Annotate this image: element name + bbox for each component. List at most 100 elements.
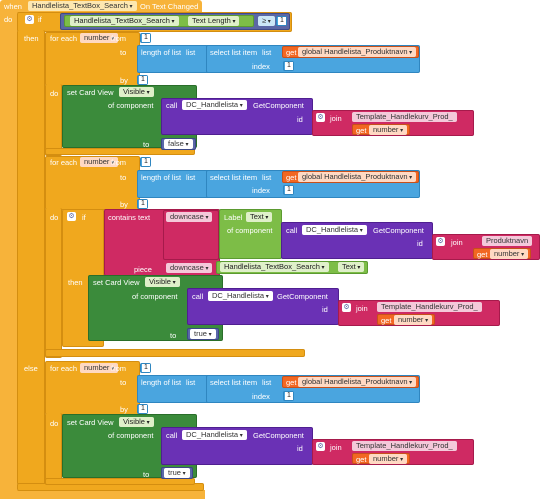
contains-text-label: contains text <box>108 213 151 222</box>
inner-call-dc[interactable]: DC_Handlelista <box>302 225 367 235</box>
set-card-1-prop[interactable]: Visible <box>119 87 154 97</box>
set-card-1-to: to <box>143 140 150 149</box>
event-name-label: On Text Changed <box>140 2 199 11</box>
foreach-1-get-label: get <box>286 48 297 57</box>
set-card-1-label: set Card View <box>67 88 114 97</box>
set-card-3-dc[interactable]: DC_Handlelista <box>182 430 247 440</box>
do-label: do <box>4 15 13 24</box>
condition-number-block[interactable]: 1 <box>276 16 287 26</box>
foreach-2-global-dropdown[interactable]: global Handlelista_Produktnavn <box>298 172 417 182</box>
set-card-3-true-block[interactable]: true <box>161 467 193 479</box>
set-card-1-number[interactable]: number <box>369 125 408 135</box>
event-spine <box>0 13 17 499</box>
foreach-1-label: for each <box>50 34 78 43</box>
foreach-2-by-num[interactable]: 1 <box>137 199 148 209</box>
set-card-2-true-block[interactable]: true <box>187 328 219 340</box>
foreach-1-var[interactable]: number <box>80 33 119 43</box>
foreach-2-list-label: list <box>186 173 196 182</box>
inner-call-label: call <box>286 226 298 235</box>
set-card-1-join-label: join <box>330 114 342 123</box>
event-component-dropdown[interactable]: Handlelista_TextBox_Search <box>28 1 137 11</box>
join3-gear-icon[interactable]: ⚙ <box>316 442 325 451</box>
set-card-3-number[interactable]: number <box>369 454 408 464</box>
foreach-1-by-num[interactable]: 1 <box>137 75 148 85</box>
foreach-3-label: for each <box>50 364 78 373</box>
foreach-3-by-num[interactable]: 1 <box>137 404 148 414</box>
foreach-2-index-num[interactable]: 1 <box>283 185 294 195</box>
inner-if-label: if <box>82 213 86 222</box>
downcase-1[interactable]: downcase <box>166 212 213 222</box>
set-card-3-template[interactable]: Template_Handlekurv_Prod_ <box>352 441 457 451</box>
foreach-3-get-label: get <box>286 378 297 387</box>
foreach-3-global-dropdown[interactable]: global Handlelista_Produktnavn <box>298 377 417 387</box>
foreach-2-spine <box>45 208 62 358</box>
foreach-2-var[interactable]: number <box>80 157 119 167</box>
set-card-3-prop[interactable]: Visible <box>119 417 154 427</box>
inner-call-getcomp: GetComponent <box>373 226 424 235</box>
join2-gear-icon[interactable]: ⚙ <box>342 303 351 312</box>
set-card-2-true[interactable]: true <box>190 329 216 339</box>
event-footer <box>0 490 205 499</box>
inner-call-id: id <box>417 239 423 248</box>
set-card-1-false-block[interactable]: false <box>161 138 196 150</box>
when-label: when <box>4 2 22 11</box>
set-card-3-label: set Card View <box>67 418 114 427</box>
set-card-3-id: id <box>297 444 303 453</box>
foreach-1-by: by <box>120 76 128 85</box>
set-card-3-join-label: join <box>330 443 342 452</box>
set-card-2-get-label: get <box>381 316 392 325</box>
set-card-2-prop[interactable]: Visible <box>145 277 180 287</box>
foreach-3-var[interactable]: number <box>80 363 119 373</box>
set-card-2-number[interactable]: number <box>394 315 433 325</box>
foreach-1-spine <box>45 84 62 156</box>
inner-number[interactable]: number <box>490 249 529 259</box>
set-card-1-template[interactable]: Template_Handlekurv_Prod_ <box>352 112 457 122</box>
foreach-2-to: to <box>120 173 127 182</box>
inner-textbox-dropdown[interactable]: Handlelista_TextBox_Search <box>220 262 329 272</box>
set-card-2-dc[interactable]: DC_Handlelista <box>208 291 273 301</box>
join-gear-icon[interactable]: ⚙ <box>316 113 325 122</box>
else-label: else <box>24 364 38 373</box>
label-ofcomp: of component <box>227 226 273 235</box>
foreach-1-global-dropdown[interactable]: global Handlelista_Produktnavn <box>298 47 417 57</box>
foreach-2-select-label: select list item <box>210 173 258 182</box>
compare-operator-dropdown[interactable]: ≥ <box>258 16 275 26</box>
foreach-3-from-num[interactable]: 1 <box>140 363 151 373</box>
if-label: if <box>38 15 42 24</box>
set-card-3-true[interactable]: true <box>164 468 190 478</box>
condition-textbox-dropdown[interactable]: Handlelista_TextBox_Search <box>70 16 179 26</box>
condition-number-value[interactable]: 1 <box>278 17 286 25</box>
foreach-1-index-label: index <box>252 62 270 71</box>
set-card-1-false[interactable]: false <box>164 139 193 149</box>
set-card-3-get-label: get <box>356 455 367 464</box>
foreach-3-to: to <box>120 378 127 387</box>
foreach-1-to: to <box>120 48 127 57</box>
foreach-3-length-label: length of list <box>141 378 182 387</box>
set-card-2-call-label: call <box>192 292 204 301</box>
set-card-2-join-label: join <box>356 304 368 313</box>
foreach-3-index-num[interactable]: 1 <box>283 391 294 401</box>
foreach-2-length-label: length of list <box>141 173 182 182</box>
inner-join-label: join <box>451 238 463 247</box>
foreach-2-by: by <box>120 200 128 209</box>
inner-textbox-prop[interactable]: Text <box>338 262 365 272</box>
if-block-spine <box>17 30 45 485</box>
set-card-1-dc[interactable]: DC_Handlelista <box>182 100 247 110</box>
inner-join-gear-icon[interactable]: ⚙ <box>436 237 445 246</box>
inner-then-label: then <box>68 278 83 287</box>
foreach-2-from-num[interactable]: 1 <box>140 157 151 167</box>
inner-produktnavn[interactable]: Produktnavn <box>482 236 533 246</box>
foreach-3-select-label: select list item <box>210 378 258 387</box>
foreach-1-from-num[interactable]: 1 <box>140 33 151 43</box>
set-card-2-ofcomp: of component <box>132 292 178 301</box>
set-card-3-to: to <box>143 470 150 479</box>
foreach-2-from: from <box>111 158 126 167</box>
set-card-1-ofcomp: of component <box>108 101 154 110</box>
downcase-2[interactable]: downcase <box>166 263 213 273</box>
set-card-2-template[interactable]: Template_Handlekurv_Prod_ <box>377 302 482 312</box>
label-prop[interactable]: Text <box>246 212 273 222</box>
inner-if-gear-icon[interactable]: ⚙ <box>67 212 76 221</box>
condition-property-dropdown[interactable]: Text Length <box>188 16 240 26</box>
foreach-1-index-num[interactable]: 1 <box>283 61 294 71</box>
gear-icon[interactable]: ⚙ <box>25 15 34 24</box>
